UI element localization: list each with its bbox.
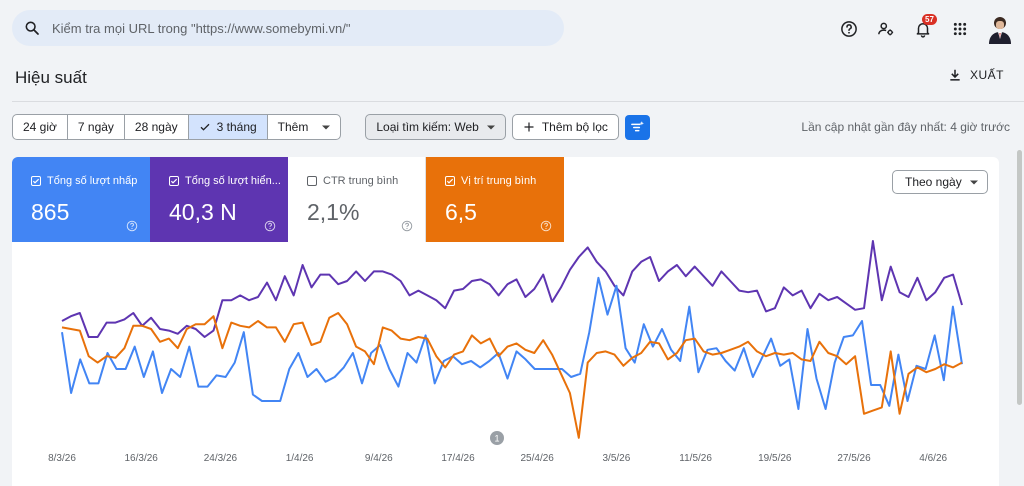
caret-down-icon <box>322 125 331 129</box>
filter-settings-button[interactable] <box>624 114 650 140</box>
export-label: XUẤT <box>969 68 1004 82</box>
range-28d[interactable]: 28 ngày <box>125 115 189 139</box>
metric-value: 6,5 <box>445 199 477 225</box>
date-range-selector: 24 giờ 7 ngày 28 ngày 3 tháng Thêm <box>12 114 342 140</box>
notification-badge: 57 <box>922 14 937 25</box>
performance-chart-card: 8/3/26 16/3/26 24/3/26 1/4/26 9/4/26 17/4/26 2… <box>12 157 999 486</box>
help-icon[interactable] <box>830 12 867 46</box>
metric-label: Tổng số lượt nhấp <box>47 175 138 187</box>
metric-average-position[interactable]: Vị trí trung bình 6,5 <box>426 157 564 242</box>
x-tick-label: 27/5/26 <box>837 453 871 464</box>
avatar[interactable] <box>982 12 1018 46</box>
x-tick-label: 1/4/26 <box>286 453 314 464</box>
help-icon[interactable] <box>264 220 276 232</box>
range-label: 28 ngày <box>134 120 178 134</box>
series-line-1 <box>61 276 963 410</box>
series-line-2 <box>61 312 963 439</box>
checkbox-icon <box>169 176 179 186</box>
help-icon[interactable] <box>401 220 413 232</box>
performance-line-chart: 8/3/26 16/3/26 24/3/26 1/4/26 9/4/26 17/4/26 2… <box>48 240 963 464</box>
checkbox-icon <box>31 176 41 186</box>
metric-value: 40,3 N <box>169 199 237 225</box>
export-button[interactable]: XUẤT <box>948 68 1004 82</box>
checkbox-icon <box>307 176 317 186</box>
metric-value: 2,1% <box>307 199 360 225</box>
x-tick-label: 25/4/26 <box>521 453 555 464</box>
last-updated-text: Lần cập nhật gần đây nhất: 4 giờ trước <box>801 120 1010 134</box>
x-tick-label: 9/4/26 <box>365 453 393 464</box>
x-tick-label: 24/3/26 <box>204 453 238 464</box>
plus-icon <box>524 122 534 132</box>
x-axis-ticks: 8/3/26 16/3/26 24/3/26 1/4/26 9/4/26 17/4/26 2… <box>48 453 947 464</box>
search-input[interactable]: Kiểm tra mọi URL trong "https://www.some… <box>52 20 351 36</box>
metric-label: CTR trung bình <box>323 175 399 187</box>
chart-series <box>61 240 963 439</box>
series-line-0 <box>61 240 963 338</box>
search-type-label: Loại tìm kiếm: Web <box>376 120 479 134</box>
page-title: Hiệu suất <box>15 68 87 87</box>
metric-total-impressions[interactable]: Tổng số lượt hiển... 40,3 N <box>150 157 288 242</box>
range-label: Thêm <box>277 120 309 134</box>
check-icon <box>200 123 210 131</box>
annotation-circle <box>490 431 504 445</box>
metric-value: 865 <box>31 199 70 225</box>
range-label: 24 giờ <box>23 120 57 134</box>
range-24h[interactable]: 24 giờ <box>13 115 68 139</box>
range-more[interactable]: Thêm <box>268 115 341 139</box>
metric-tiles: Tổng số lượt nhấp 865 Tổng số lượt hiển.… <box>12 157 564 242</box>
manage-users-icon[interactable] <box>867 12 904 46</box>
x-tick-label: 16/3/26 <box>125 453 159 464</box>
x-tick-label: 3/5/26 <box>602 453 630 464</box>
caret-down-icon <box>970 180 978 184</box>
header-actions: 57 <box>830 12 1024 46</box>
header-divider <box>12 101 1024 102</box>
download-icon <box>950 69 960 81</box>
range-3m[interactable]: 3 tháng <box>188 115 268 139</box>
add-filter-label: Thêm bộ lọc <box>541 120 608 134</box>
add-filter-button[interactable]: Thêm bộ lọc <box>511 114 619 140</box>
help-icon[interactable] <box>126 220 138 232</box>
range-7d[interactable]: 7 ngày <box>68 115 125 139</box>
filter-sparkle-icon <box>631 120 644 131</box>
checkbox-icon <box>445 176 455 186</box>
notifications-icon[interactable]: 57 <box>904 12 941 46</box>
apps-icon[interactable] <box>941 12 978 46</box>
search-icon <box>12 20 52 36</box>
x-tick-label: 11/5/26 <box>679 453 712 464</box>
x-tick-label: 19/5/26 <box>758 453 792 464</box>
filter-bar: 24 giờ 7 ngày 28 ngày 3 tháng Thêm Loại … <box>12 114 650 140</box>
x-tick-label: 17/4/26 <box>441 453 475 464</box>
help-icon[interactable] <box>540 220 552 232</box>
metric-label: Tổng số lượt hiển... <box>185 175 281 187</box>
x-tick-label: 8/3/26 <box>48 453 76 464</box>
annotation-label: 1 <box>494 434 499 444</box>
search-type-filter[interactable]: Loại tìm kiếm: Web <box>365 114 506 140</box>
group-by-dropdown[interactable]: Theo ngày <box>892 170 988 194</box>
caret-down-icon <box>486 125 495 129</box>
page-scrollbar[interactable] <box>1017 150 1022 405</box>
x-tick-label: 4/6/26 <box>919 453 947 464</box>
group-by-label: Theo ngày <box>905 175 962 189</box>
range-label: 7 ngày <box>77 120 114 134</box>
range-label: 3 tháng <box>216 120 257 134</box>
annotation-marker[interactable]: 1 <box>490 431 504 445</box>
metric-total-clicks[interactable]: Tổng số lượt nhấp 865 <box>12 157 150 242</box>
url-inspection-search[interactable]: Kiểm tra mọi URL trong "https://www.some… <box>12 10 564 46</box>
metric-label: Vị trí trung bình <box>461 175 537 187</box>
metric-average-ctr[interactable]: CTR trung bình 2,1% <box>288 157 426 242</box>
top-bar: Kiểm tra mọi URL trong "https://www.some… <box>0 0 1024 56</box>
